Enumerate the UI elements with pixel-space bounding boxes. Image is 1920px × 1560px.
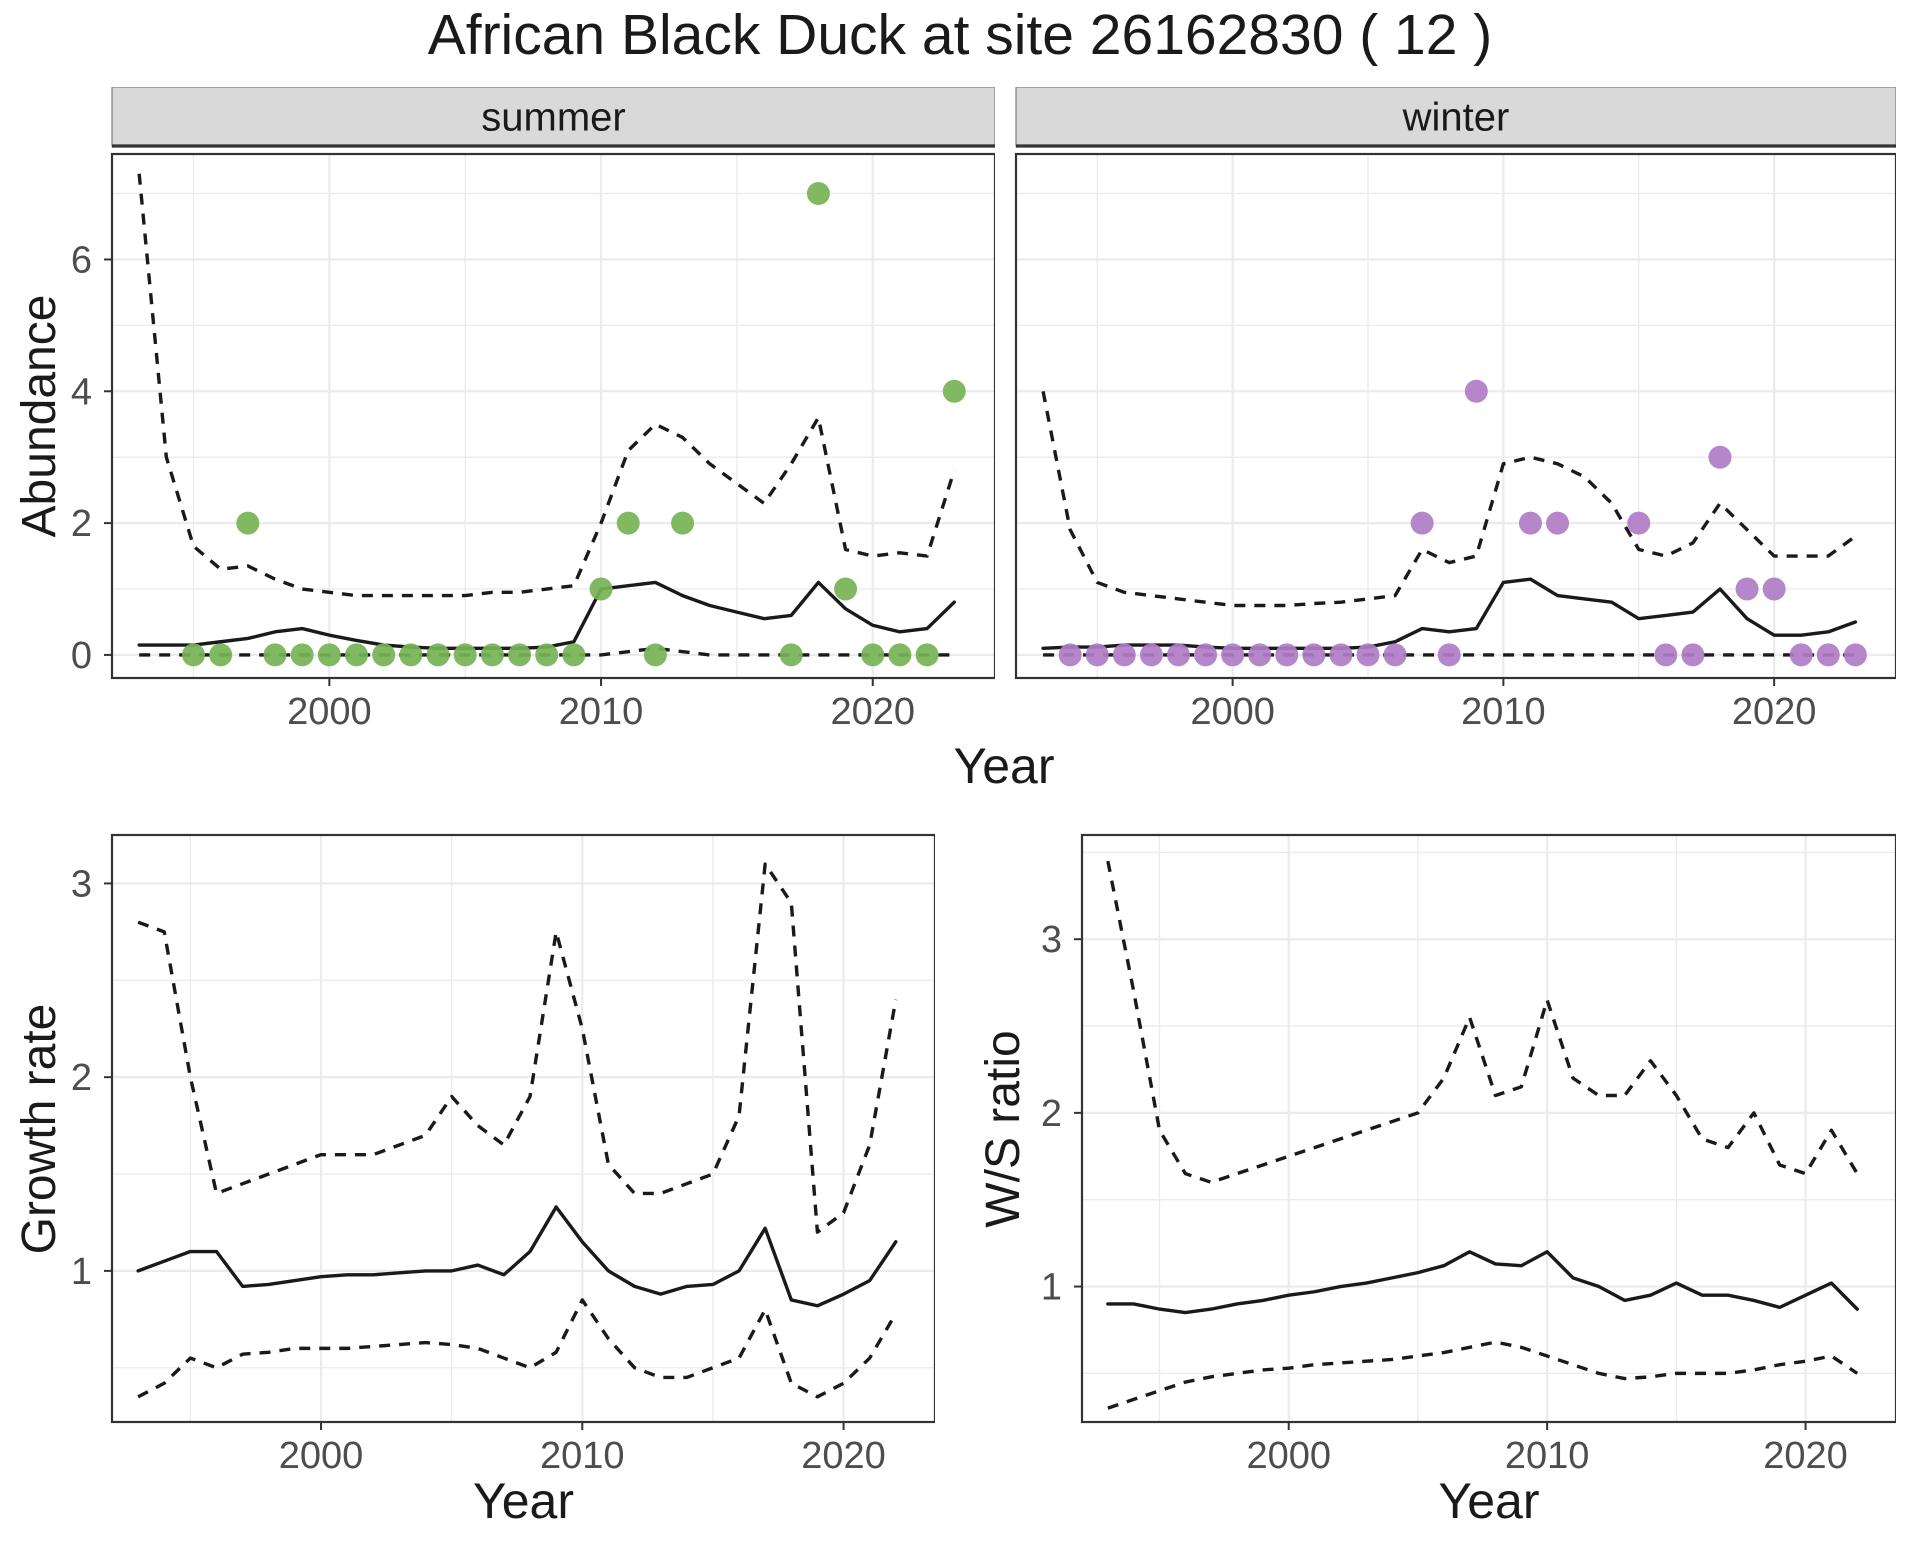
svg-text:2000: 2000 [1190,691,1275,733]
svg-text:2: 2 [71,1057,92,1099]
svg-text:2020: 2020 [1732,691,1817,733]
svg-text:3: 3 [1041,919,1062,961]
svg-text:2020: 2020 [1763,1435,1848,1477]
svg-text:2000: 2000 [1246,1435,1331,1477]
svg-text:2020: 2020 [830,691,915,733]
svg-text:3: 3 [71,863,92,905]
svg-text:1: 1 [1041,1267,1062,1309]
svg-text:2010: 2010 [540,1435,625,1477]
svg-text:2010: 2010 [559,691,644,733]
svg-text:2000: 2000 [287,691,372,733]
svg-text:winter: winter [1402,96,1510,140]
svg-text:4: 4 [71,371,92,413]
svg-text:2: 2 [1041,1093,1062,1135]
svg-text:2010: 2010 [1461,691,1546,733]
svg-text:2000: 2000 [279,1435,364,1477]
svg-text:2010: 2010 [1505,1435,1590,1477]
svg-text:6: 6 [71,239,92,281]
svg-text:summer: summer [481,96,625,140]
svg-text:0: 0 [71,635,92,677]
svg-text:2020: 2020 [801,1435,886,1477]
svg-text:2: 2 [71,503,92,545]
svg-text:1: 1 [71,1251,92,1293]
